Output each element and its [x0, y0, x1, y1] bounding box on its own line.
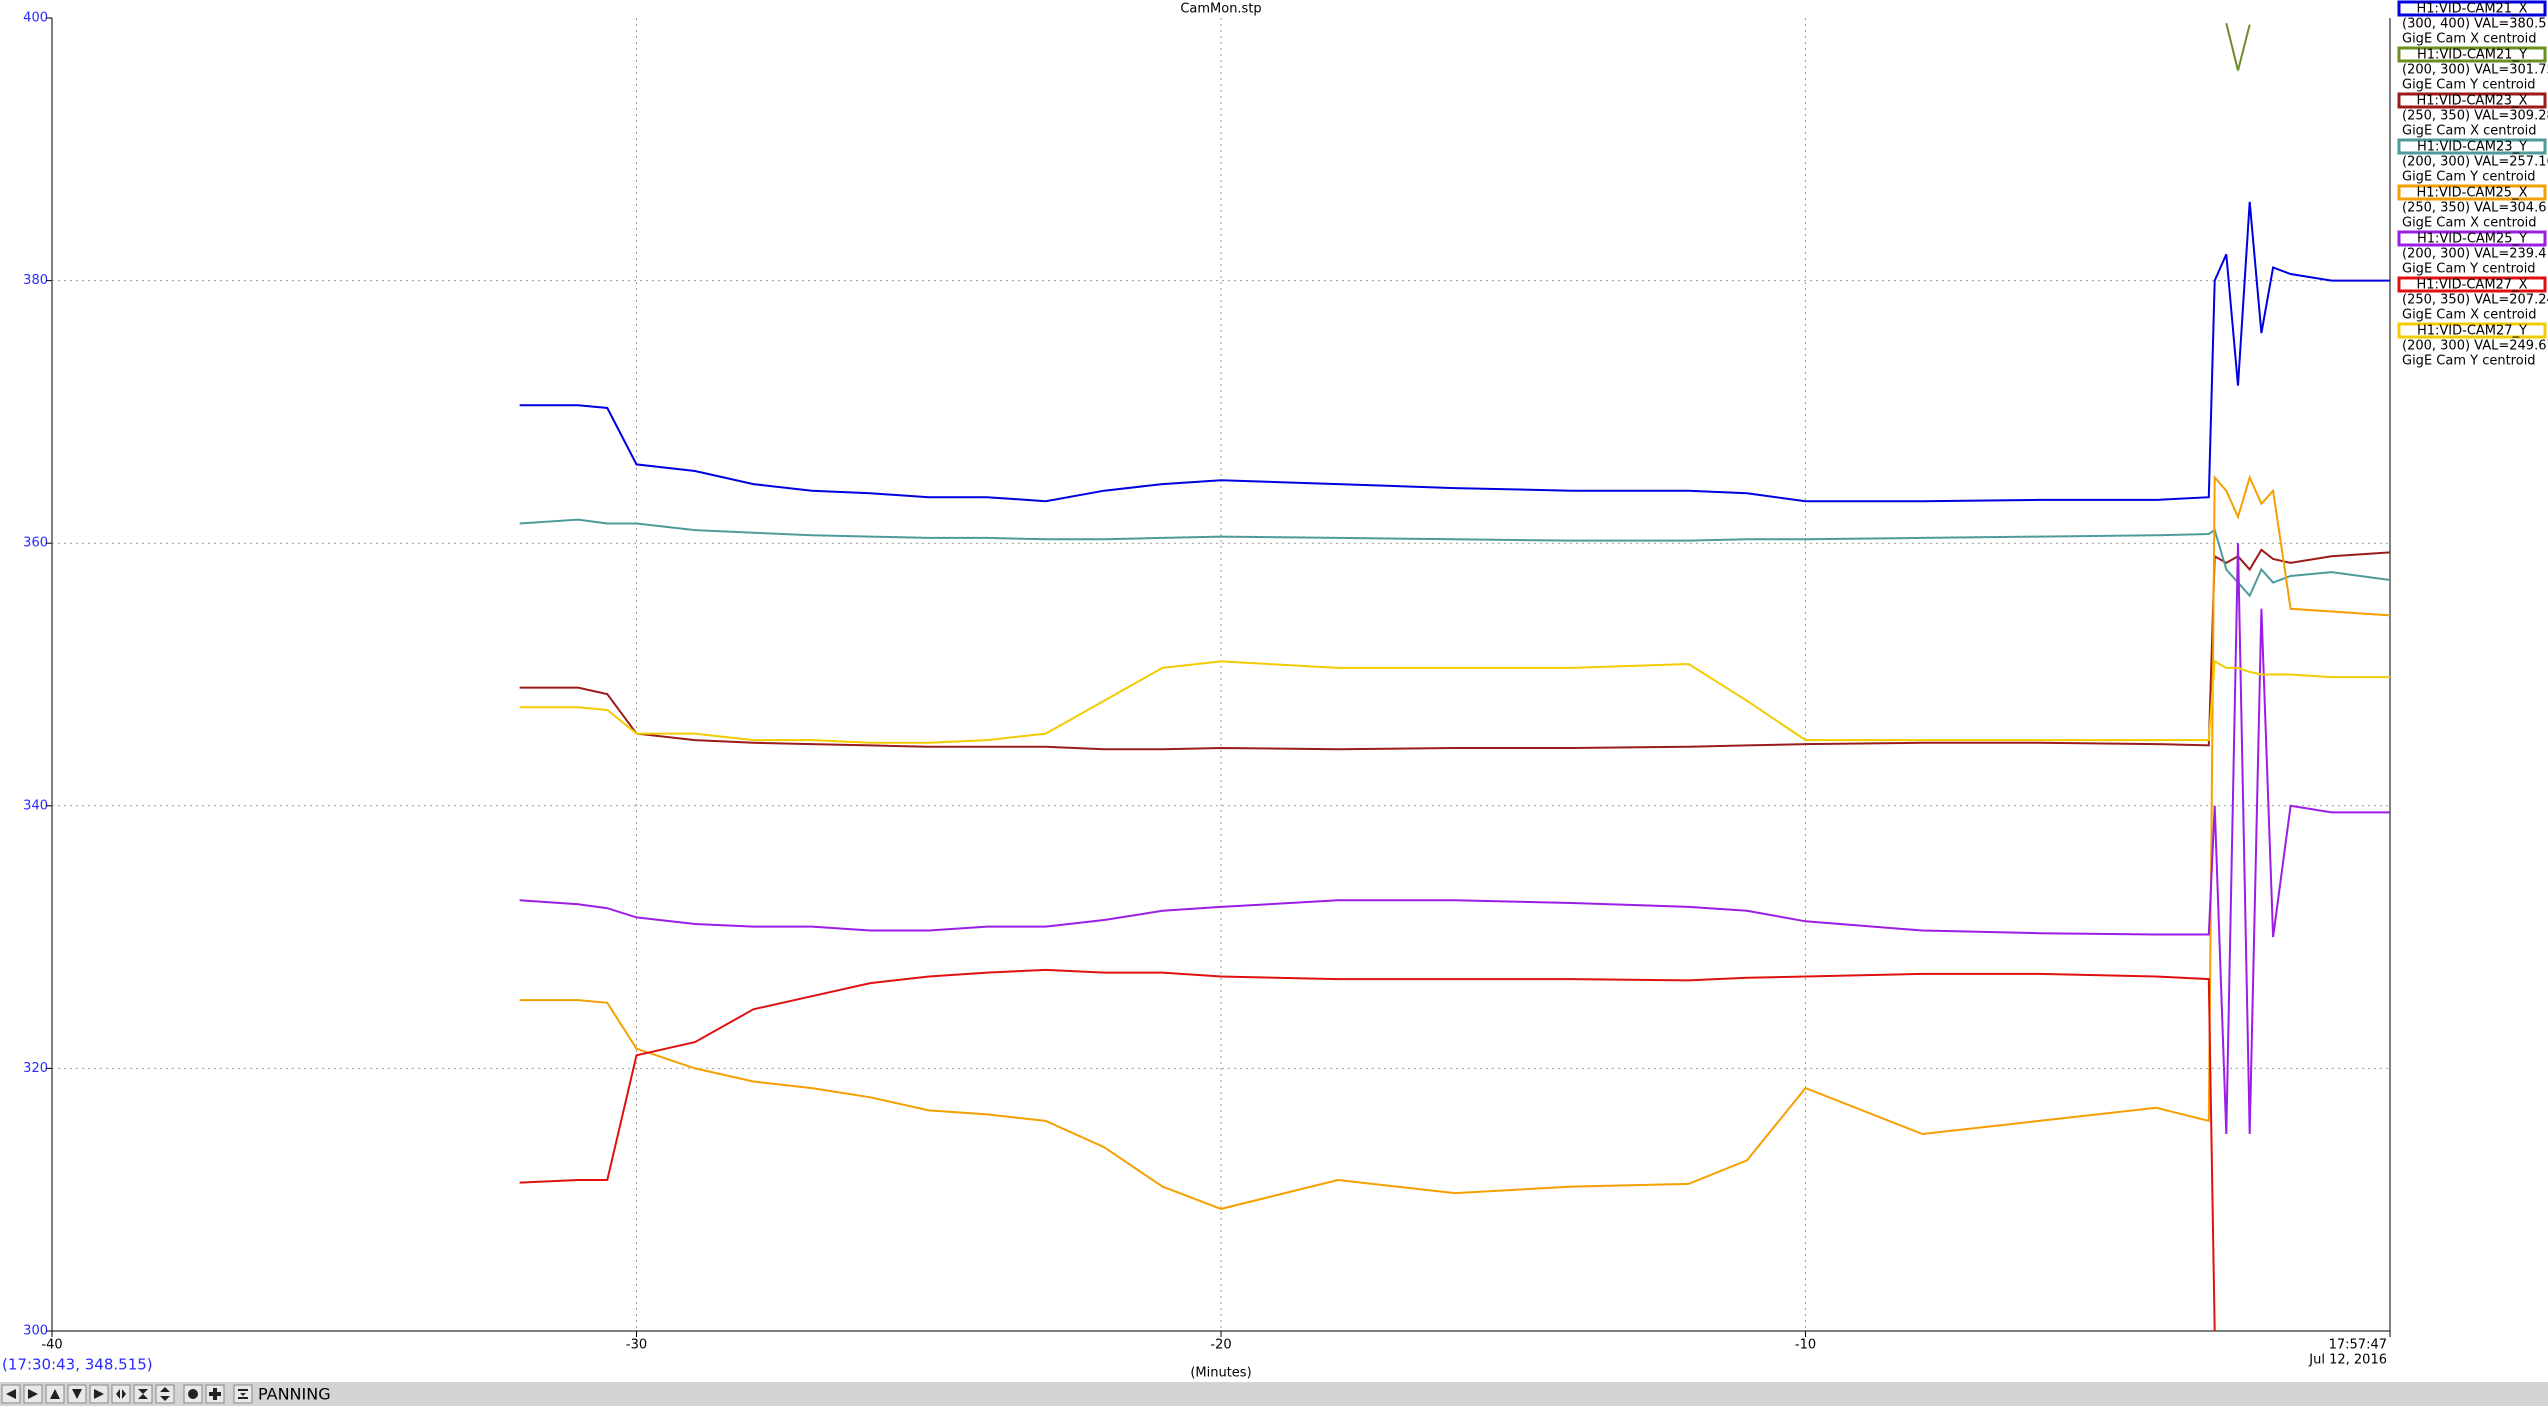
legend-name: H1:VID-CAM23_Y — [2417, 140, 2527, 155]
series-line — [519, 659, 2390, 744]
legend-swatch — [2397, 184, 2547, 201]
legend-range: (200, 300) VAL=249.675 — [2402, 339, 2548, 354]
series-line — [2225, 23, 2251, 71]
date-label: Jul 12, 2016 — [2308, 1353, 2387, 1368]
y-tick-label: 320 — [23, 1061, 48, 1076]
x-axis-label: (Minutes) — [1190, 1366, 1251, 1381]
legend-description: GigE Cam Y centroid — [2402, 262, 2536, 277]
y-tick-label: 340 — [23, 798, 48, 813]
series-line — [519, 474, 2390, 1210]
legend-description: GigE Cam X centroid — [2402, 32, 2537, 47]
series-line — [519, 548, 2390, 751]
legend-name: H1:VID-CAM27_X — [2417, 278, 2528, 293]
series-line — [519, 518, 2390, 598]
legend-description: GigE Cam X centroid — [2402, 124, 2537, 139]
legend-description: GigE Cam Y centroid — [2402, 170, 2536, 185]
legend-name: H1:VID-CAM25_X — [2417, 186, 2528, 201]
toolbar-buttons[interactable] — [1, 1384, 253, 1404]
legend-swatch — [2397, 46, 2547, 63]
x-tick-label: -40 — [41, 1338, 62, 1353]
y-tick-label: 300 — [23, 1324, 48, 1339]
legend-description: GigE Cam X centroid — [2402, 216, 2537, 231]
series-line — [519, 968, 2216, 1331]
y-tick-label: 400 — [23, 11, 48, 26]
legend-swatch — [2397, 0, 2547, 17]
chart-title: CamMon.stp — [1180, 2, 1261, 17]
series-line — [519, 543, 2390, 1135]
series-line — [519, 201, 2390, 503]
x-tick-label: 17:57:47 — [2329, 1338, 2387, 1353]
legend-swatch — [2397, 276, 2547, 293]
y-tick-label: 380 — [23, 273, 48, 288]
legend-name: H1:VID-CAM25_Y — [2417, 232, 2527, 247]
legend-description: GigE Cam Y centroid — [2402, 78, 2536, 93]
legend-name: H1:VID-CAM21_Y — [2417, 48, 2527, 63]
legend-name: H1:VID-CAM23_X — [2417, 94, 2528, 109]
legend-swatch — [2397, 322, 2547, 339]
toolbar — [0, 1382, 2548, 1406]
legend-range: (250, 350) VAL=207.241 — [2402, 293, 2548, 308]
legend-description: GigE Cam Y centroid — [2402, 354, 2536, 369]
legend-swatch — [2397, 92, 2547, 109]
mode-label: PANNING — [258, 1385, 331, 1404]
x-tick-label: -30 — [626, 1338, 647, 1353]
legend-description: GigE Cam X centroid — [2402, 308, 2537, 323]
legend-range: (300, 400) VAL=380.519 — [2402, 17, 2548, 32]
legend-swatch — [2397, 138, 2547, 155]
legend-name: H1:VID-CAM21_X — [2417, 2, 2528, 17]
x-tick-label: -10 — [1795, 1338, 1816, 1353]
legend-range: (250, 350) VAL=309.28 — [2402, 109, 2548, 124]
y-tick-label: 360 — [23, 536, 48, 551]
legend-name: H1:VID-CAM27_Y — [2417, 324, 2527, 339]
legend-range: (200, 300) VAL=257.168 — [2402, 155, 2548, 170]
legend-range: (200, 300) VAL=301.75 — [2402, 63, 2548, 78]
legend-swatch — [2397, 230, 2547, 247]
legend-range: (250, 350) VAL=304.6 — [2402, 201, 2546, 216]
x-tick-label: -20 — [1210, 1338, 1231, 1353]
cursor-status: (17:30:43, 348.515) — [2, 1356, 153, 1374]
legend-range: (200, 300) VAL=239.415 — [2402, 247, 2548, 262]
plot-area — [519, 23, 2390, 1331]
